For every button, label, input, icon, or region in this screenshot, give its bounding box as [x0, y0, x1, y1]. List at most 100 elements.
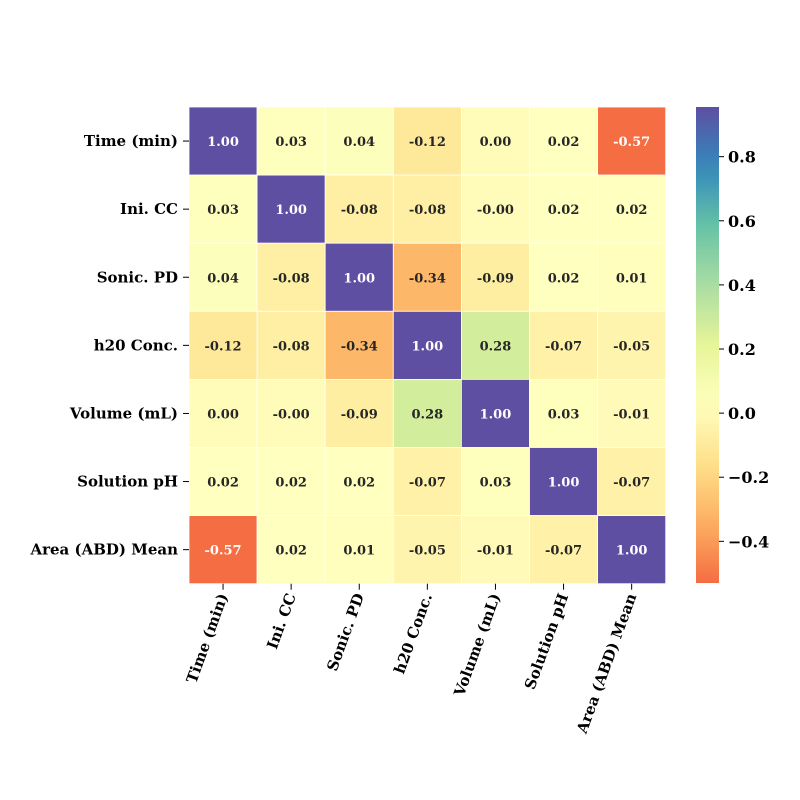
heatmap-cell — [256, 447, 326, 516]
heatmap-cell — [188, 310, 258, 380]
cell-value-label: -0.08 — [409, 203, 446, 218]
cell-value-label: -0.12 — [409, 135, 446, 150]
cell-value-label: 0.03 — [480, 476, 512, 491]
heatmap-cell — [392, 242, 462, 312]
heatmap-cell — [597, 378, 667, 448]
cell-value-label: -0.07 — [409, 476, 446, 491]
x-axis-ticks: Time (min) Ini. CC Sonic. PD h20 Conc. Volum… — [183, 583, 641, 737]
colorbar-tick-label: 0.8 — [728, 148, 756, 167]
heatmap-cell — [324, 174, 394, 244]
y-tick-label: Area (ABD) Mean — [29, 541, 178, 559]
heatmap-cell — [529, 515, 598, 585]
cell-value-label: -0.05 — [409, 544, 446, 559]
heatmap-cell — [188, 378, 258, 448]
cell-value-label: 0.28 — [480, 339, 512, 354]
heatmap-cell — [392, 106, 462, 176]
cell-value-label: -0.01 — [613, 407, 650, 422]
cell-value-label: 1.00 — [412, 339, 444, 354]
heatmap-cell — [392, 310, 462, 380]
cell-value-label: -0.57 — [205, 544, 242, 559]
cell-value-label: -0.09 — [477, 271, 514, 286]
heatmap-cell — [324, 242, 394, 312]
cell-value-label: 0.03 — [275, 135, 307, 150]
cell-value-label: 1.00 — [480, 407, 512, 422]
heatmap-cell — [597, 242, 667, 312]
colorbar-tick-label: −0.4 — [728, 532, 769, 551]
cell-value-label: -0.05 — [613, 339, 650, 354]
cell-value-label: -0.01 — [477, 544, 514, 559]
cell-value-label: -0.00 — [477, 203, 514, 218]
colorbar-tick-label: 0.6 — [728, 212, 756, 231]
heatmap-cell — [597, 515, 667, 585]
cell-value-label: 1.00 — [343, 271, 375, 286]
cell-value-label: 0.02 — [548, 203, 580, 218]
heatmap-cell — [460, 106, 530, 176]
heatmap-cell — [392, 447, 462, 516]
cell-value-label: -0.12 — [205, 339, 242, 354]
cell-value-label: 1.00 — [275, 203, 307, 218]
cell-value-label: 0.02 — [275, 476, 307, 491]
cell-value-label: -0.34 — [341, 339, 378, 354]
heatmap-cell — [597, 174, 667, 244]
cell-value-label: -0.57 — [613, 135, 650, 150]
cell-value-label: -0.34 — [409, 271, 446, 286]
cell-value-label: 0.04 — [207, 271, 239, 286]
cell-value-label: 0.01 — [616, 271, 648, 286]
heatmap-cell — [392, 515, 462, 585]
x-tick-label: Sonic. PD — [323, 591, 368, 674]
heatmap-cell — [460, 174, 530, 244]
cell-value-label: 0.04 — [343, 135, 375, 150]
x-tick-label: Area (ABD) Mean — [573, 591, 641, 737]
colorbar-tick-label: −0.2 — [728, 468, 769, 487]
heatmap-cell — [256, 106, 326, 176]
x-tick-label: Solution pH — [521, 591, 572, 692]
heatmap-cell-labels: 1.00 0.03 0.04 -0.12 0.00 0.02 -0.57 0.03 1.00 -0… — [205, 135, 651, 559]
cell-value-label: 1.00 — [616, 544, 648, 559]
heatmap-cell — [188, 515, 258, 585]
colorbar-tick-label: 0.4 — [728, 276, 756, 295]
cell-value-label: 0.02 — [343, 476, 375, 491]
heatmap-cell — [529, 106, 598, 176]
colorbar: 0.8 0.6 0.4 0.2 0.0 −0.2 −0.4 — [696, 107, 769, 583]
cell-value-label: -0.08 — [273, 271, 310, 286]
x-tick-label: Time (min) — [183, 591, 232, 686]
cell-value-label: 0.01 — [343, 544, 375, 559]
heatmap-cell — [460, 447, 530, 516]
heatmap-cells — [188, 106, 667, 585]
heatmap-cell — [460, 242, 530, 312]
heatmap-cell — [324, 378, 394, 448]
cell-value-label: 0.02 — [616, 203, 648, 218]
heatmap-cell — [188, 106, 258, 176]
heatmap-cell — [324, 106, 394, 176]
x-tick-label: h20 Conc. — [390, 591, 436, 676]
cell-value-label: 0.00 — [480, 135, 512, 150]
cell-value-label: -0.09 — [341, 407, 378, 422]
x-tick-label: Ini. CC — [263, 591, 300, 652]
cell-value-label: -0.07 — [613, 476, 650, 491]
cell-value-label: 0.02 — [548, 271, 580, 286]
cell-value-label: 0.02 — [548, 135, 580, 150]
cell-value-label: -0.00 — [273, 407, 310, 422]
heatmap-cell — [324, 515, 394, 585]
colorbar-gradient — [696, 107, 719, 583]
cell-value-label: 1.00 — [207, 135, 239, 150]
heatmap-cell — [460, 515, 530, 585]
cell-value-label: 1.00 — [548, 476, 580, 491]
x-tick-label: Volume (mL) — [450, 591, 504, 700]
cell-value-label: 0.03 — [207, 203, 239, 218]
cell-value-label: -0.08 — [273, 339, 310, 354]
cell-value-label: 0.02 — [207, 476, 239, 491]
y-tick-label: Ini. CC — [120, 200, 178, 218]
heatmap-cell — [256, 242, 326, 312]
heatmap-cell — [324, 447, 394, 516]
cell-value-label: 0.00 — [207, 407, 239, 422]
heatmap-cell — [256, 310, 326, 380]
heatmap-cell — [529, 310, 598, 380]
y-tick-label: Sonic. PD — [97, 268, 178, 286]
y-axis-ticks: Time (min) Ini. CC Sonic. PD h20 Conc. Volum… — [29, 132, 189, 559]
cell-value-label: -0.07 — [545, 544, 582, 559]
cell-value-label: -0.07 — [545, 339, 582, 354]
cell-value-label: -0.08 — [341, 203, 378, 218]
y-tick-label: Time (min) — [84, 132, 178, 150]
